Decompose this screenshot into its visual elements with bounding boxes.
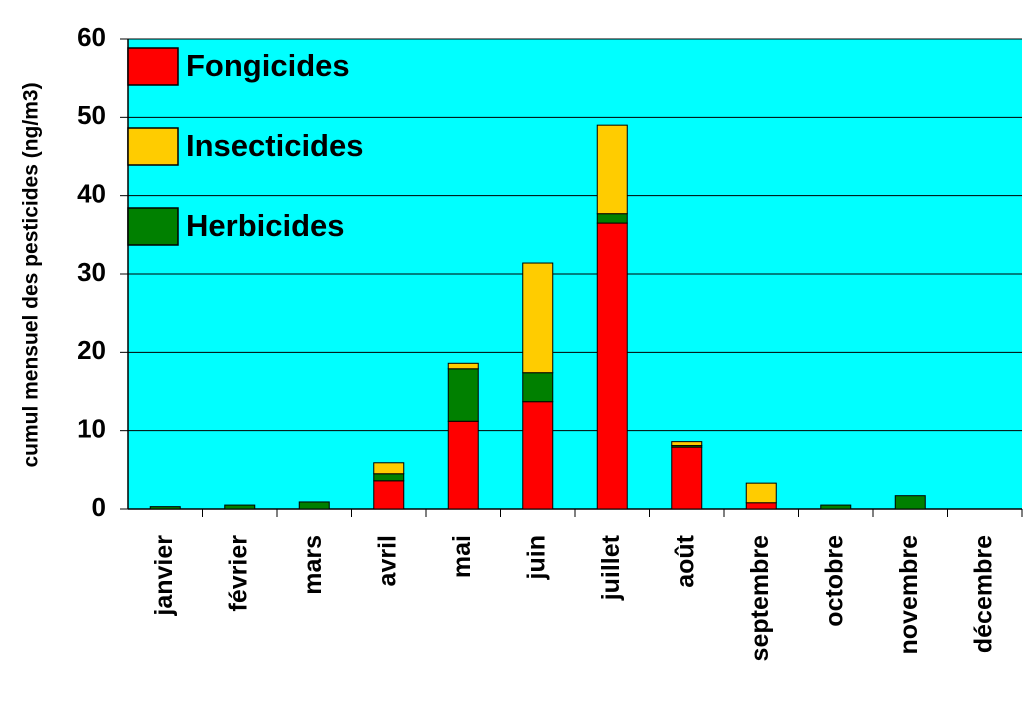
bar-segment [671,446,703,510]
legend-swatch [127,47,179,86]
bar-segment [671,441,703,447]
x-tick-label: juin [522,535,550,580]
legend-label: Fongicides [186,48,350,83]
legend-swatch [127,127,179,166]
y-tick-label: 30 [77,257,106,287]
y-tick-label: 50 [77,100,106,130]
y-tick-label: 10 [77,414,106,444]
bar-segment [522,401,554,510]
bar-segment [820,504,852,510]
bar-segment [373,480,405,510]
bar-segment [447,368,479,422]
x-tick-label: mars [299,535,327,595]
bar-segment [894,495,926,510]
y-tick-label: 20 [77,335,106,365]
bar-segment [522,262,554,374]
x-tick-label: juillet [597,534,625,601]
y-tick-label: 60 [77,22,106,52]
x-tick-label: octobre [820,535,848,627]
bar-segment [447,362,479,370]
legend-label: Herbicides [186,208,345,243]
y-tick-label: 40 [77,179,106,209]
x-tick-label: décembre [969,535,997,653]
bar-segment [373,462,405,475]
bar-segment [224,504,256,510]
bar-segment [596,124,628,215]
x-tick-label: février [224,535,252,612]
bar-segment [596,213,628,224]
legend-swatch [127,207,179,246]
x-tick-label: mai [448,535,476,578]
legend-label: Insecticides [186,128,363,163]
y-tick-label: 0 [92,492,106,522]
bar-segment [373,473,405,482]
y-axis-label: cumul mensuel des pesticides (ng/m3) [20,82,43,467]
x-tick-label: novembre [895,535,923,655]
bar-segment [447,420,479,510]
x-tick-label: avril [373,535,401,586]
x-tick-label: janvier [150,535,178,617]
bar-segment [298,501,330,510]
bar-segment [522,372,554,403]
x-tick-label: août [671,534,699,587]
x-tick-label: septembre [746,535,774,662]
bar-segment [596,222,628,510]
bar-segment [745,502,777,510]
bar-segment [745,482,777,504]
bar-segment [149,506,181,510]
